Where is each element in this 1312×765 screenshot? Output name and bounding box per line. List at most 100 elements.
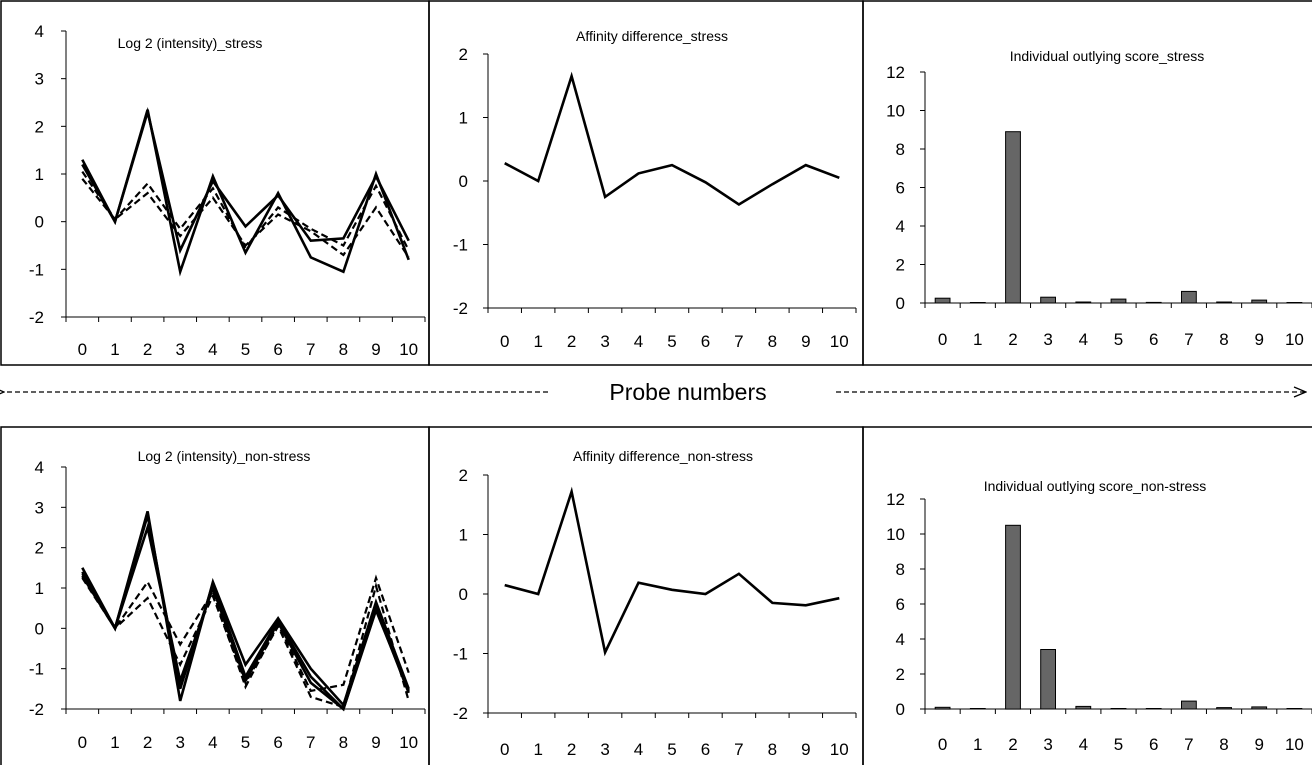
panel-frame-affinity-nonstress [428, 426, 864, 765]
chart-outlying-stress: Individual outlying score_stress02468101… [886, 48, 1312, 349]
bar [969, 708, 986, 710]
x-tick-label: 7 [734, 740, 743, 759]
x-tick-label: 6 [273, 733, 282, 752]
x-tick-label: 9 [801, 332, 810, 351]
bar [1251, 299, 1268, 304]
bar [1181, 700, 1197, 710]
y-tick-label: 6 [896, 179, 905, 198]
x-tick-label: 0 [938, 330, 947, 349]
y-tick-label: 4 [35, 22, 44, 41]
y-tick-label: 0 [459, 585, 468, 604]
x-tick-label: 1 [110, 733, 119, 752]
x-tick-label: 7 [306, 340, 315, 359]
y-tick-label: 10 [886, 102, 905, 121]
x-tick-label: 5 [667, 332, 676, 351]
x-tick-label: 5 [1114, 735, 1123, 754]
series-line-1 [504, 71, 840, 207]
x-tick-label: 2 [1008, 330, 1017, 349]
x-tick-label: 1 [533, 332, 542, 351]
bar [934, 297, 951, 304]
panel-frame-outlying-nonstress [862, 426, 1312, 765]
y-tick-label: -2 [453, 704, 468, 723]
y-tick-label: 3 [35, 70, 44, 89]
series-line-4 [81, 178, 410, 259]
shared-axis-caption: Probe numbers [4, 379, 1306, 405]
x-tick-label: 7 [1184, 735, 1193, 754]
x-tick-label: 2 [143, 733, 152, 752]
x-tick-label: 0 [78, 340, 87, 359]
x-tick-label: 0 [500, 332, 509, 351]
chart-title: Individual outlying score_non-stress [984, 478, 1207, 494]
y-tick-label: 12 [886, 63, 905, 82]
bar [1145, 708, 1162, 710]
x-tick-label: 5 [241, 733, 250, 752]
bar [1040, 649, 1056, 710]
x-tick-label: 8 [339, 733, 348, 752]
x-tick-label: 8 [339, 340, 348, 359]
x-tick-label: 0 [938, 735, 947, 754]
y-tick-label: 2 [896, 665, 905, 684]
y-tick-label: 6 [896, 595, 905, 614]
bar [969, 302, 986, 304]
y-tick-label: 2 [459, 45, 468, 64]
x-tick-label: 6 [701, 740, 710, 759]
bar [1216, 707, 1232, 710]
x-tick-label: 6 [1149, 330, 1158, 349]
x-tick-label: 7 [734, 332, 743, 351]
bar [1181, 290, 1197, 304]
x-tick-label: 2 [143, 340, 152, 359]
y-tick-label: 4 [896, 630, 905, 649]
y-tick-label: 0 [896, 294, 905, 313]
x-tick-label: 3 [600, 332, 609, 351]
x-tick-label: 4 [208, 340, 217, 359]
x-tick-label: 3 [175, 340, 184, 359]
y-tick-label: 8 [896, 140, 905, 159]
series-line-2 [81, 106, 410, 255]
x-tick-label: 6 [1149, 735, 1158, 754]
y-tick-label: -2 [29, 308, 44, 327]
y-tick-label: 3 [35, 498, 44, 517]
chart-title: Log 2 (intensity)_stress [118, 35, 263, 51]
y-tick-label: 0 [35, 619, 44, 638]
bar [1286, 302, 1303, 304]
x-tick-label: 10 [1285, 330, 1304, 349]
y-tick-label: 12 [886, 490, 905, 509]
chart-log2-nonstress: Log 2 (intensity)_non-stress -2 -1 0 1 2 3 4 0 1 2… [29, 448, 426, 752]
bar [1040, 296, 1056, 304]
x-tick-label: 4 [634, 332, 643, 351]
chart-title: Affinity difference_stress [576, 28, 728, 44]
series-line-1 [504, 486, 840, 657]
x-tick-label: 9 [801, 740, 810, 759]
y-tick-label: 1 [459, 526, 468, 545]
y-tick-label: 0 [35, 213, 44, 232]
x-tick-label: 3 [1043, 735, 1052, 754]
x-tick-label: 7 [1184, 330, 1193, 349]
y-tick-label: 4 [35, 458, 44, 477]
x-tick-label: 3 [1043, 330, 1052, 349]
x-tick-label: 2 [567, 740, 576, 759]
bar [1110, 708, 1127, 710]
chart-log2-stress: Log 2 (intensity)_stress -2 -1 0 1 2 3 4 0 1 2 3 4 5 6… [29, 22, 426, 359]
series-line-4 [81, 573, 410, 693]
x-tick-label: 1 [533, 740, 542, 759]
y-tick-label: 0 [896, 700, 905, 719]
x-tick-label: 5 [667, 740, 676, 759]
bar [1216, 301, 1232, 304]
y-tick-label: 2 [459, 466, 468, 485]
x-tick-label: 3 [600, 740, 609, 759]
y-tick-label: 1 [35, 579, 44, 598]
y-tick-label: 0 [459, 172, 468, 191]
x-tick-label: 0 [78, 733, 87, 752]
x-tick-label: 1 [973, 735, 982, 754]
series-line-3 [81, 170, 410, 251]
x-tick-label: 1 [973, 330, 982, 349]
x-tick-label: 8 [1219, 330, 1228, 349]
y-tick-label: 2 [35, 539, 44, 558]
x-tick-label: 1 [110, 340, 119, 359]
x-tick-label: 8 [768, 332, 777, 351]
chart-title: Individual outlying score_stress [1010, 48, 1205, 64]
bar [1110, 298, 1127, 304]
x-tick-label: 4 [208, 733, 217, 752]
